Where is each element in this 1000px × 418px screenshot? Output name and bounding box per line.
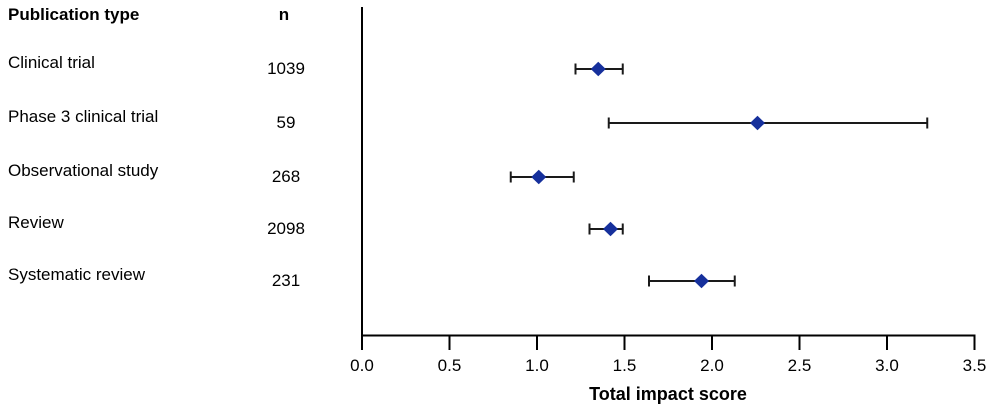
- row-label: Review: [8, 213, 64, 232]
- point-marker-diamond: [590, 61, 606, 77]
- x-tick-label: 2.0: [700, 356, 724, 375]
- x-tick-label: 1.5: [613, 356, 637, 375]
- row-n-value: 59: [276, 113, 296, 132]
- x-tick-label: 1.0: [525, 356, 549, 375]
- row-label: Systematic review: [8, 265, 145, 284]
- point-marker-diamond: [531, 169, 547, 185]
- x-tick-label: 3.5: [963, 356, 987, 375]
- x-axis-title: Total impact score: [589, 384, 747, 404]
- point-marker-diamond: [603, 221, 618, 237]
- row-label: Phase 3 clinical trial: [8, 107, 159, 126]
- point-marker-diamond: [694, 273, 709, 289]
- x-tick-label: 0.0: [350, 356, 374, 375]
- row-n-value: 231: [271, 271, 301, 290]
- point-marker-diamond: [750, 115, 765, 131]
- column-header-n: n: [278, 5, 290, 24]
- x-tick-label: 3.0: [875, 356, 899, 375]
- x-tick-label: 0.5: [438, 356, 462, 375]
- row-n-value: 1039: [267, 59, 305, 78]
- row-n-value: 2098: [267, 219, 305, 238]
- x-tick-label: 2.5: [788, 356, 812, 375]
- row-n-value: 268: [271, 167, 301, 186]
- row-label: Observational study: [8, 161, 159, 180]
- column-header-publication-type: Publication type: [8, 5, 140, 24]
- row-label: Clinical trial: [8, 53, 95, 72]
